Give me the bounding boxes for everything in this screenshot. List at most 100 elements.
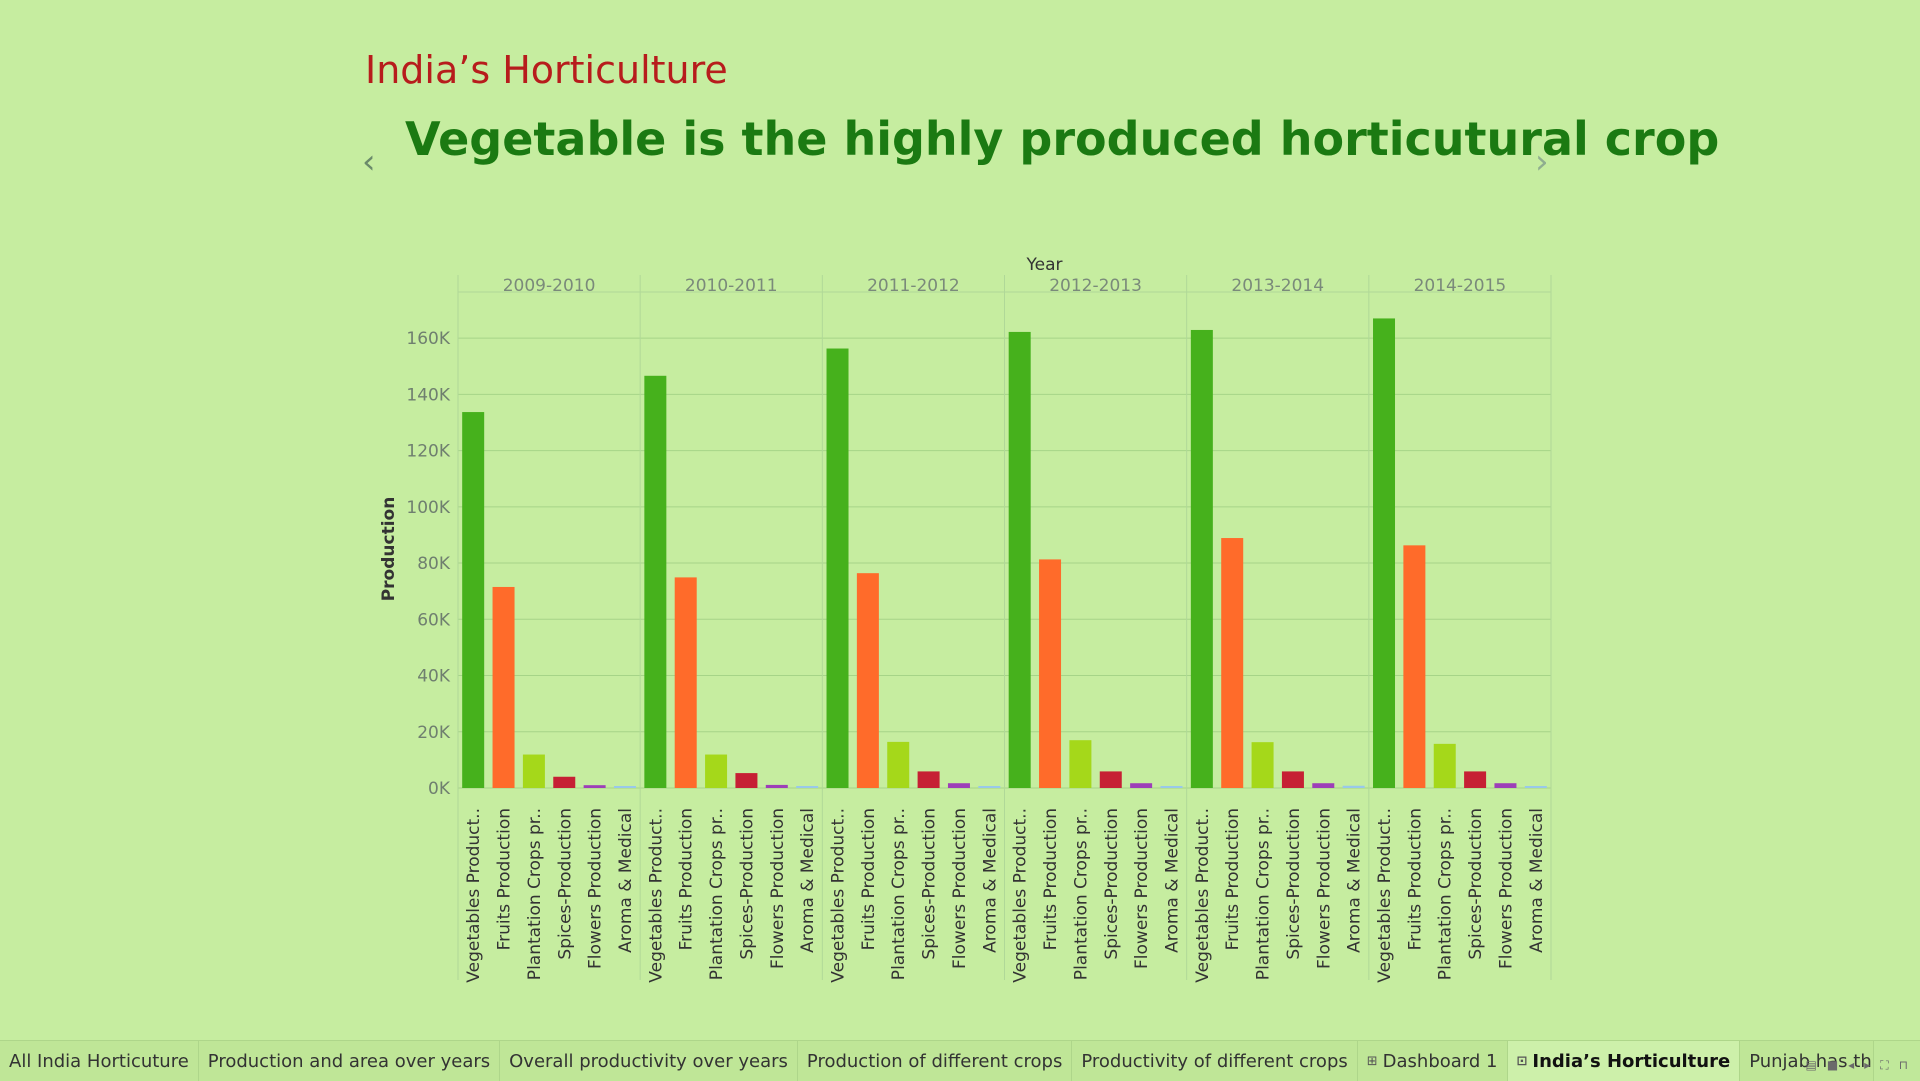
- year-header: 2010-2011: [685, 276, 778, 296]
- category-label: Spices-Production: [1102, 808, 1122, 960]
- bar: [1373, 318, 1396, 788]
- sheet-tab[interactable]: ⊡ India’s Horticulture: [1507, 1041, 1741, 1081]
- sheet-tab-label: Punjab has th: [1749, 1050, 1872, 1072]
- category-label: Spices-Production: [920, 808, 940, 960]
- sheet-tab-label: Production and area over years: [207, 1050, 491, 1072]
- bar: [1281, 771, 1304, 788]
- category-label: Plantation Crops pr..: [1436, 808, 1456, 980]
- bar: [1433, 743, 1456, 788]
- bar: [1494, 783, 1517, 788]
- sheet-tab-label: India’s Horticulture: [1532, 1050, 1731, 1072]
- category-label: Vegetables Product..: [1193, 808, 1213, 983]
- category-label: Fruits Production: [1223, 808, 1243, 950]
- category-label: Plantation Crops pr..: [525, 808, 545, 980]
- bar: [1099, 771, 1122, 788]
- category-label: Flowers Production: [1314, 808, 1334, 969]
- category-label: Aroma & Medical: [1162, 808, 1182, 953]
- sheet-tab-label: Production of different crops: [806, 1050, 1063, 1072]
- bar: [1160, 786, 1183, 788]
- y-tick-label: 40K: [417, 667, 451, 687]
- sheet-tab-label: All India Horticuture: [9, 1050, 189, 1072]
- y-tick-label: 120K: [406, 442, 450, 462]
- story-title: India’s Horticulture: [365, 48, 728, 92]
- sheet-tab[interactable]: Overall productivity over years: [500, 1041, 798, 1081]
- category-label: Spices-Production: [555, 808, 575, 960]
- bar: [1130, 783, 1153, 788]
- story-icon: ⊡: [1516, 1053, 1528, 1069]
- presentation-icon[interactable]: ⊓: [1898, 1058, 1908, 1072]
- bar: [522, 754, 545, 788]
- sheet-tab[interactable]: Productivity of different crops: [1072, 1041, 1358, 1081]
- sheet-tab[interactable]: All India Horticuture: [0, 1041, 199, 1081]
- category-label: Spices-Production: [737, 808, 757, 960]
- next-sheet-icon[interactable]: ▸: [1864, 1058, 1871, 1072]
- year-header: 2011-2012: [867, 276, 960, 296]
- previous-point-button[interactable]: ‹: [362, 142, 376, 182]
- bar: [553, 776, 576, 788]
- category-label: Plantation Crops pr..: [707, 808, 727, 980]
- filmstrip-icon[interactable]: ■: [1826, 1058, 1839, 1072]
- column-header: Year: [1026, 255, 1063, 275]
- story-caption: Vegetable is the highly produced horticu…: [405, 112, 1720, 166]
- category-label: Aroma & Medical: [980, 808, 1000, 953]
- y-tick-label: 60K: [417, 610, 451, 630]
- y-tick-label: 100K: [406, 498, 450, 518]
- category-label: Plantation Crops pr..: [889, 808, 909, 980]
- bar: [705, 754, 728, 788]
- category-label: Vegetables Product..: [464, 808, 484, 983]
- prev-sheet-icon[interactable]: ◂: [1848, 1058, 1855, 1072]
- sheet-tab-bar: All India Horticuture Production and area…: [0, 1040, 1920, 1081]
- bar: [1312, 783, 1335, 788]
- bar: [765, 784, 788, 788]
- category-label: Fruits Production: [677, 808, 697, 950]
- y-tick-label: 140K: [406, 385, 450, 405]
- category-label: Plantation Crops pr..: [1254, 808, 1274, 980]
- category-label: Plantation Crops pr..: [1071, 808, 1091, 980]
- category-label: Flowers Production: [768, 808, 788, 969]
- category-label: Aroma & Medical: [1527, 808, 1547, 953]
- bar: [1190, 329, 1213, 788]
- y-tick-label: 0K: [428, 779, 451, 799]
- category-label: Flowers Production: [586, 808, 606, 969]
- sheet-tab-label: Overall productivity over years: [509, 1050, 788, 1072]
- bar: [1039, 559, 1062, 788]
- fullscreen-icon[interactable]: ⛶: [1880, 1058, 1889, 1072]
- production-bar-chart: 0K 20K 40K 60K 80K 100K 120K 140K 160K Year Produc…: [379, 255, 1552, 983]
- year-header: 2012-2013: [1049, 276, 1142, 296]
- y-tick-label: 160K: [406, 329, 450, 349]
- bar: [735, 773, 758, 788]
- bar: [1008, 331, 1031, 788]
- bar: [917, 771, 940, 788]
- category-label: Aroma & Medical: [1345, 808, 1365, 953]
- bar: [1251, 742, 1274, 788]
- category-label: Flowers Production: [1496, 808, 1516, 969]
- category-label: Vegetables Product..: [829, 808, 849, 983]
- bar: [1403, 545, 1426, 788]
- next-point-button[interactable]: ›: [1535, 142, 1549, 182]
- sheet-tab[interactable]: ⊞ Dashboard 1: [1357, 1041, 1508, 1081]
- category-label: Flowers Production: [950, 808, 970, 969]
- bar: [462, 412, 485, 788]
- category-label: Vegetables Product..: [1011, 808, 1031, 983]
- bar: [583, 785, 606, 788]
- category-label: Aroma & Medical: [798, 808, 818, 953]
- bar: [796, 786, 819, 788]
- bar: [887, 741, 910, 788]
- bar: [1342, 785, 1365, 788]
- sheet-tab[interactable]: Punjab has th: [1740, 1041, 1875, 1081]
- year-header: 2013-2014: [1231, 276, 1324, 296]
- bar: [644, 375, 667, 788]
- bar: [492, 586, 515, 788]
- bar: [613, 786, 636, 788]
- sheet-tab[interactable]: Production and area over years: [198, 1041, 501, 1081]
- view-toolbar: ▤ ■ ◂ ▸ ⛶ ⊓: [1805, 1058, 1908, 1073]
- bar: [1221, 538, 1244, 788]
- category-label: Aroma & Medical: [616, 808, 636, 953]
- sheet-tab[interactable]: Production of different crops: [797, 1041, 1073, 1081]
- sheet-tab-label: Dashboard 1: [1382, 1050, 1498, 1072]
- grid-view-icon[interactable]: ▤: [1805, 1058, 1817, 1072]
- category-label: Fruits Production: [1041, 808, 1061, 950]
- bar: [947, 783, 970, 788]
- category-label: Spices-Production: [1466, 808, 1486, 960]
- bar: [674, 577, 697, 788]
